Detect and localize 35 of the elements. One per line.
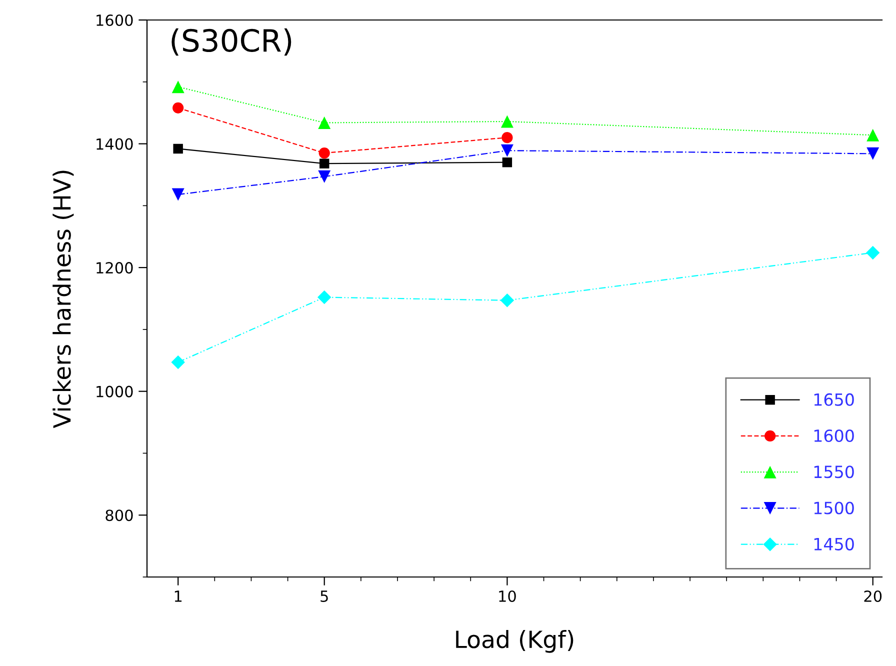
point — [500, 115, 514, 128]
point — [318, 116, 331, 129]
point — [500, 293, 514, 308]
x-axis-title: Load (Kgf) — [456, 630, 574, 653]
x-tick-label: 20 — [864, 590, 882, 602]
point — [172, 102, 184, 114]
x-tick-label: 10 — [499, 590, 516, 602]
point — [173, 144, 183, 154]
legend-label: 1450 — [814, 538, 854, 550]
legend-label: 1650 — [814, 393, 854, 406]
point — [317, 290, 332, 304]
point — [502, 132, 513, 144]
point — [502, 157, 512, 168]
y-axis-title: Vickers hardness (HV) — [52, 170, 74, 428]
y-tick-label: 1000 — [96, 386, 133, 398]
x-tick-label: 5 — [320, 590, 328, 602]
point — [318, 170, 331, 183]
point — [171, 355, 185, 370]
legend-label: 1500 — [814, 502, 854, 514]
point — [866, 128, 880, 142]
y-tick-label: 1600 — [96, 14, 133, 26]
legend-label: 1600 — [814, 429, 854, 442]
point — [172, 188, 184, 201]
x-tick-label: 1 — [174, 590, 182, 602]
y-tick-label: 1200 — [96, 262, 133, 274]
point — [866, 246, 880, 260]
y-tick-label: 1400 — [96, 138, 133, 150]
point — [172, 80, 184, 94]
point — [318, 148, 330, 159]
point — [319, 158, 330, 168]
legend-label: 1550 — [814, 466, 854, 478]
point — [866, 147, 880, 160]
y-tick-label: 800 — [106, 510, 133, 522]
annotation: (S30CR) — [172, 28, 292, 56]
point — [500, 144, 514, 157]
